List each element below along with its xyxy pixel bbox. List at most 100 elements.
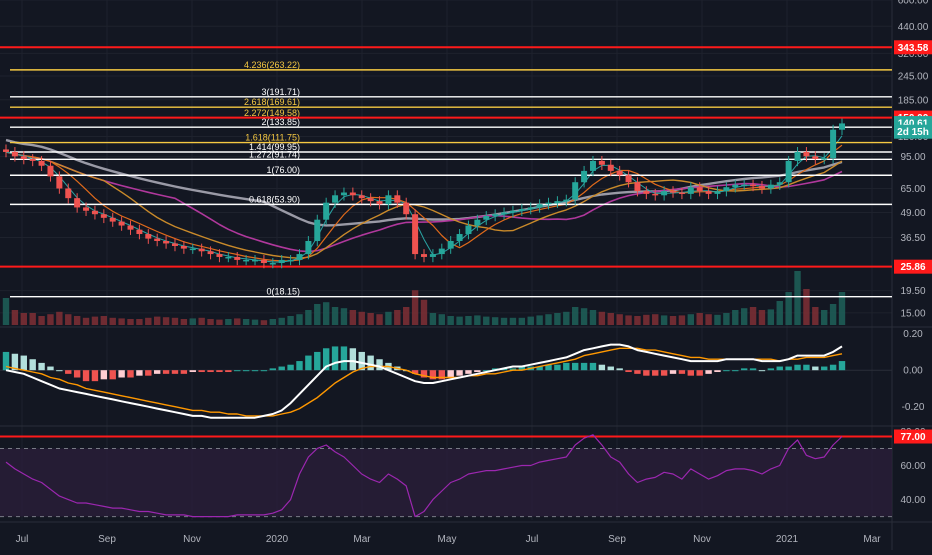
candle-body xyxy=(545,202,552,205)
candle-body xyxy=(278,259,285,264)
moving-average-50 xyxy=(5,151,843,259)
macd-histogram-bar xyxy=(65,370,72,374)
time-tick-label: Nov xyxy=(183,534,201,545)
candle-body xyxy=(3,149,9,152)
macd-histogram-bar xyxy=(180,370,188,374)
candle-body xyxy=(758,185,765,189)
candle-body xyxy=(616,170,623,176)
volume-bar xyxy=(794,271,801,325)
volume-bar xyxy=(669,316,677,325)
fib-level-label: 2(133.85) xyxy=(261,117,300,127)
candle-body xyxy=(794,151,801,161)
candle-body xyxy=(154,238,161,242)
price-pane[interactable]: 4.236(263.22) 3(191.71)2.618(169.61)2.272… xyxy=(0,46,892,325)
candle-body xyxy=(634,182,641,192)
volume-bar xyxy=(571,307,579,325)
candle-body xyxy=(91,210,98,215)
volume-bar xyxy=(394,310,401,325)
macd-histogram-bar xyxy=(314,351,321,371)
candle-body xyxy=(776,182,783,185)
macd-histogram-bar xyxy=(669,370,677,374)
volume-bar xyxy=(714,314,721,325)
volume-bar xyxy=(456,316,463,325)
volume-bar xyxy=(11,310,19,325)
volume-bar xyxy=(2,298,10,325)
fib-level-label: 0.618(53.90) xyxy=(249,194,300,204)
macd-histogram-bar xyxy=(803,364,810,371)
candle-body xyxy=(652,193,659,196)
volume-bar xyxy=(349,310,357,325)
volume-bar xyxy=(429,313,437,325)
candle-body xyxy=(145,234,152,239)
macd-histogram-bar xyxy=(145,370,152,376)
volume-bar xyxy=(100,316,108,325)
volume-bar xyxy=(340,308,348,325)
macd-histogram-bar xyxy=(518,366,526,371)
price-axis[interactable]: 600.00440.00320.00245.00185.00150.00120.… xyxy=(894,0,932,506)
macd-histogram-bar xyxy=(465,370,472,374)
candle-body xyxy=(830,129,837,159)
macd-histogram-bar xyxy=(456,370,463,376)
candle-body xyxy=(421,254,427,257)
volume-bar xyxy=(145,317,152,325)
macd-histogram-bar xyxy=(678,370,686,374)
candle-body xyxy=(314,219,321,242)
volume-bar xyxy=(758,310,766,325)
candle-body xyxy=(100,214,107,218)
candle-body xyxy=(456,234,463,242)
macd-histogram-bar xyxy=(696,370,703,376)
volume-bar xyxy=(260,320,268,325)
macd-histogram-bar xyxy=(358,351,365,371)
macd-pane[interactable] xyxy=(0,343,892,419)
resistance-badge-bg xyxy=(894,259,932,274)
candle-body xyxy=(269,263,276,265)
volume-bar xyxy=(536,315,543,325)
candle-body xyxy=(180,245,187,249)
volume-bar xyxy=(474,315,481,325)
macd-histogram-bar xyxy=(216,370,223,373)
macd-histogram-bar xyxy=(643,370,650,376)
macd-histogram-bar xyxy=(767,368,775,371)
volume-bar xyxy=(322,302,330,325)
candle-body xyxy=(65,188,72,199)
volume-bar xyxy=(127,319,134,325)
macd-histogram-bar xyxy=(91,370,99,382)
candle-body xyxy=(705,191,712,194)
macd-histogram-bar xyxy=(20,355,27,371)
macd-histogram-bar xyxy=(723,370,730,372)
time-tick-label: Mar xyxy=(353,534,371,545)
countdown-badge-text: 2d 15h xyxy=(897,127,929,138)
candle-body xyxy=(340,192,347,196)
macd-histogram-bar xyxy=(740,368,748,371)
volume-bar xyxy=(491,317,499,325)
volume-bar xyxy=(821,310,828,325)
candle-body xyxy=(572,182,579,200)
macd-histogram-bar xyxy=(509,368,517,371)
macd-histogram-bar xyxy=(625,370,632,373)
volume-bar xyxy=(616,314,623,325)
candle-body xyxy=(696,187,703,192)
rsi-pane[interactable] xyxy=(0,434,892,518)
macd-histogram-bar xyxy=(660,370,668,376)
price-tick-label: 95.00 xyxy=(900,152,925,163)
macd-histogram-bar xyxy=(705,370,712,374)
volume-bar xyxy=(109,317,116,325)
volume-bar xyxy=(776,301,783,325)
macd-histogram-bar xyxy=(349,348,357,371)
volume-bar xyxy=(652,314,659,325)
candle-body xyxy=(323,202,330,220)
candle-body xyxy=(589,160,596,171)
candle-body xyxy=(767,184,774,189)
macd-histogram-bar xyxy=(242,370,250,372)
volume-bar xyxy=(838,292,846,325)
fib-level-label: 0(18.15) xyxy=(266,287,300,297)
volume-bar xyxy=(545,314,552,325)
macd-histogram-bar xyxy=(287,364,294,371)
time-axis[interactable]: Jul Sep Nov 2020 Mar May Jul Sep Nov 2021 Mar xyxy=(16,534,882,545)
volume-bar xyxy=(740,308,748,325)
macd-histogram-bar xyxy=(2,351,10,371)
rsi-highlight-badge-text: 77.00 xyxy=(900,432,925,443)
fib-level-label: 2.272(149.58) xyxy=(244,108,300,118)
volume-bar xyxy=(278,317,285,325)
